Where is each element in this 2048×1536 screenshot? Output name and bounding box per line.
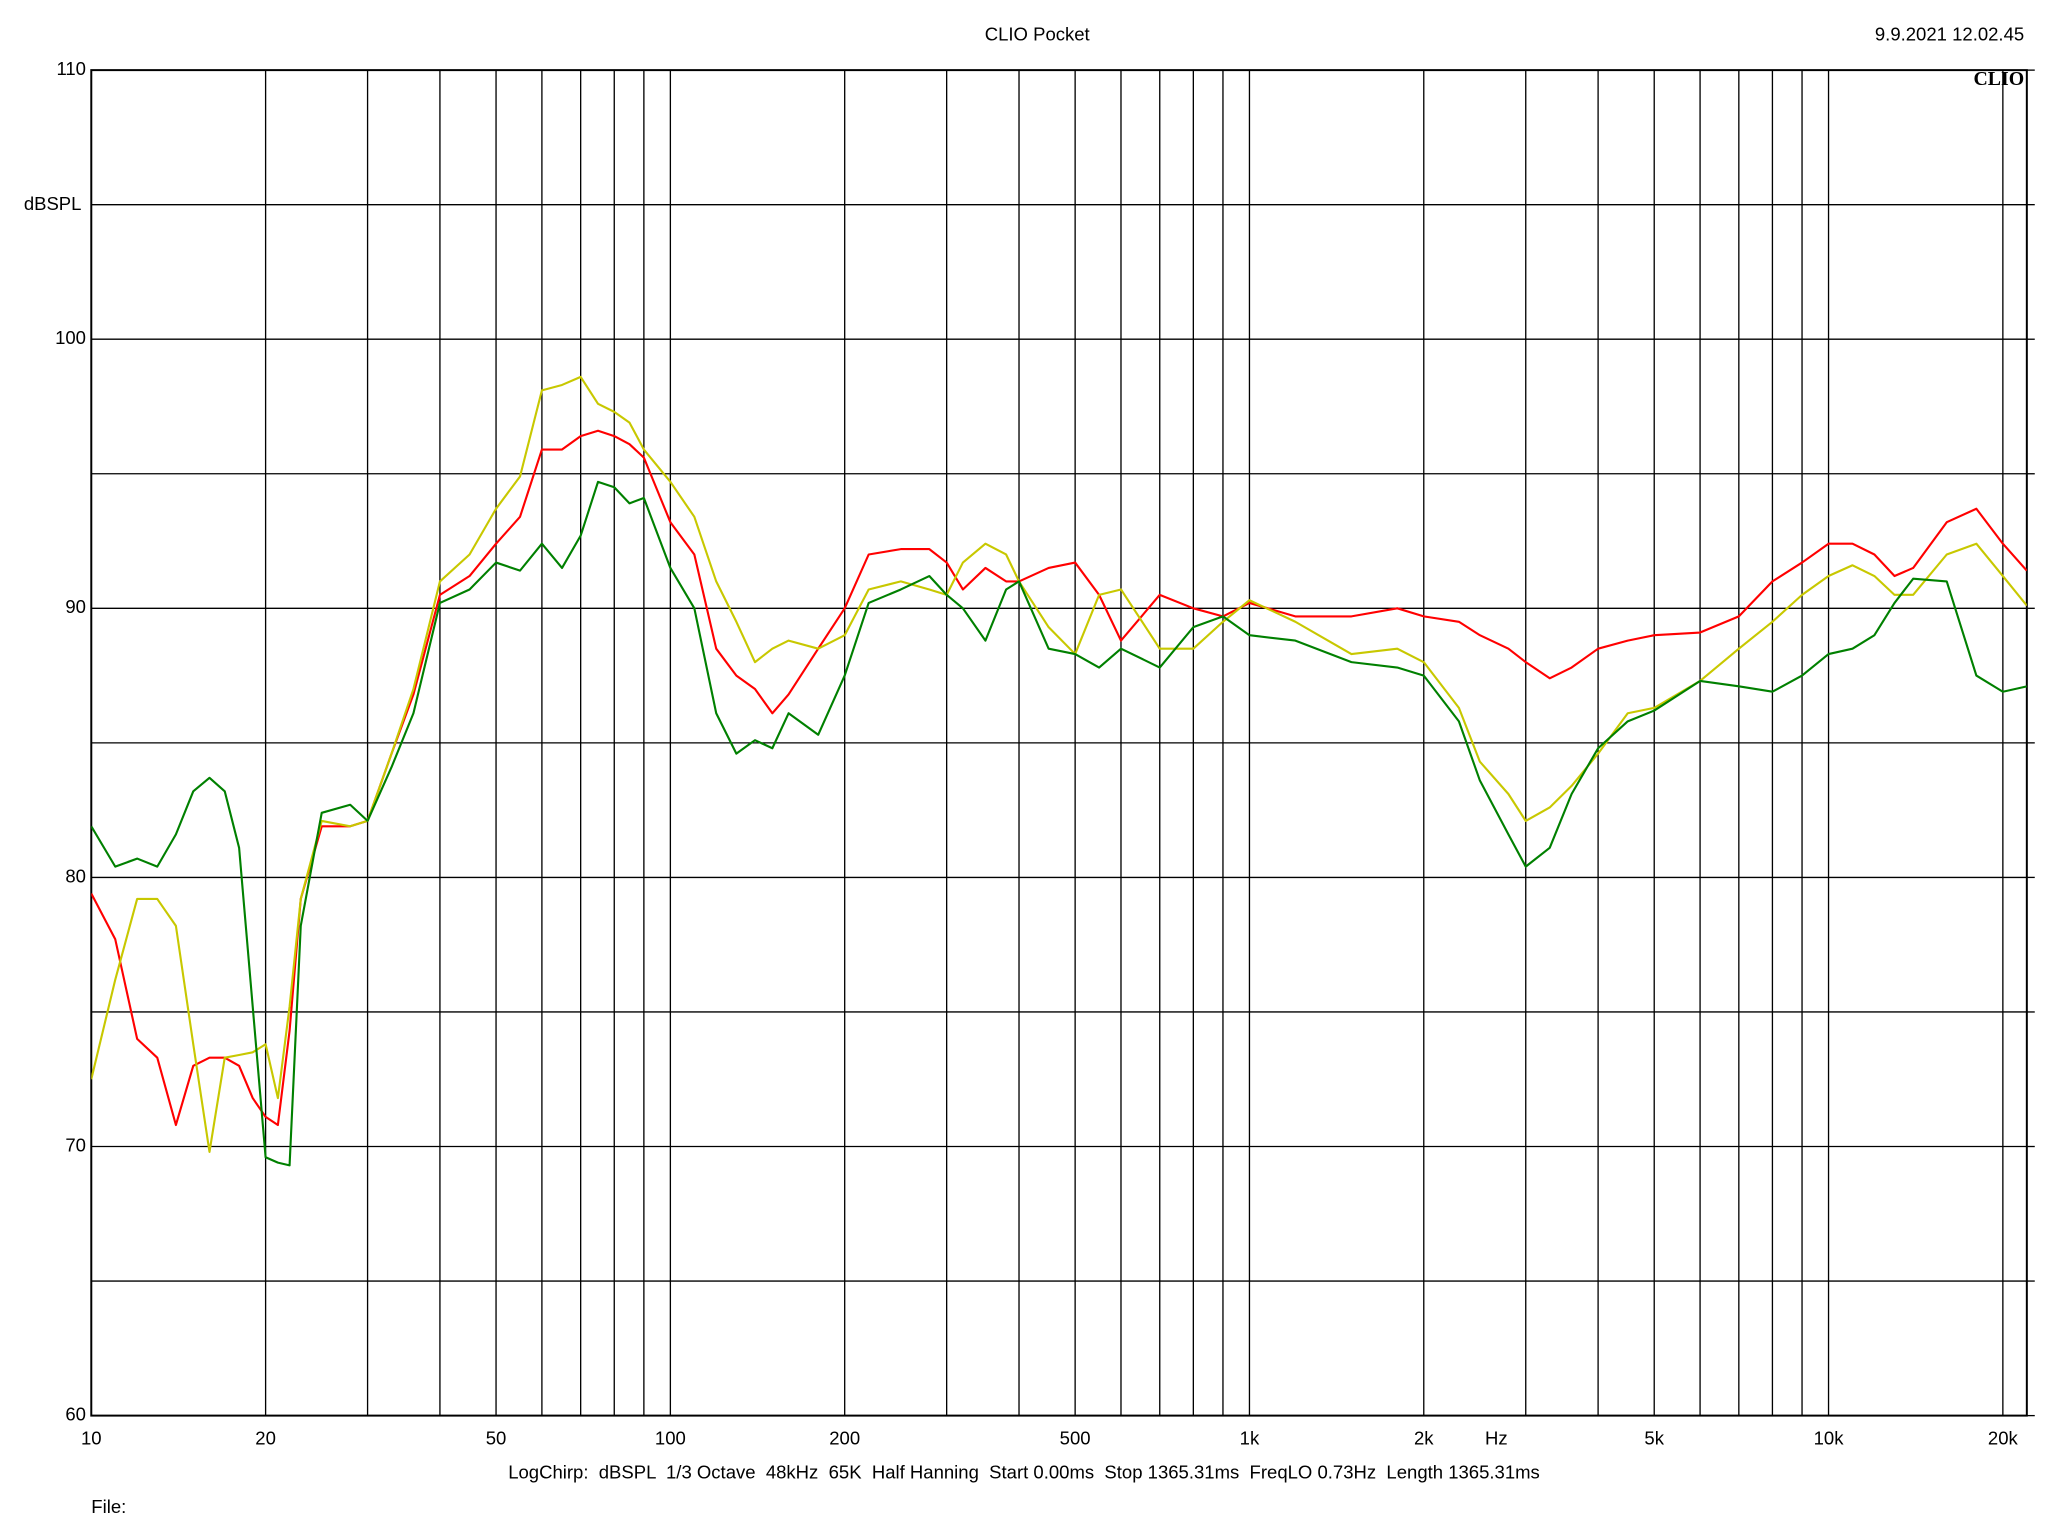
x-tick-label: 500 [1060,1427,1091,1448]
plot-frame [90,69,2028,1417]
x-tick-label: 100 [655,1427,686,1448]
series-line [91,375,2027,1153]
x-tick-label: 5k [1644,1427,1664,1448]
file-label: File: [91,1496,126,1517]
chart-title: CLIO Pocket [985,24,1091,45]
y-tick-label: 60 [65,1403,86,1424]
x-tick-label: 10k [1814,1427,1845,1448]
x-tick-label: 10 [81,1427,102,1448]
footer: LogChirp: dBSPL 1/3 Octave 48kHz 65K Hal… [508,1462,1540,1483]
x-tick-label: 20k [1988,1427,2019,1448]
x-tick-label: 1k [1240,1427,1260,1448]
plot-area [91,375,2027,1167]
y-tick-label: 110 [56,58,86,79]
y-tick-label: 70 [65,1134,86,1155]
y-tick-label: 80 [65,865,86,886]
series-line [91,480,2027,1167]
logo: CLIO [1973,68,2024,90]
x-tick-label: 20 [255,1427,276,1448]
x-tick-label: 2k [1414,1427,1434,1448]
x-axis-label: Hz [1485,1427,1508,1448]
x-tick-label: 200 [829,1427,860,1448]
y-tick-label: 90 [65,596,86,617]
x-tick-label: 50 [486,1427,507,1448]
timestamp: 9.9.2021 12.02.45 [1875,24,2024,45]
y-tick-label: 100 [55,327,86,348]
y-axis-label: dBSPL [24,193,82,214]
